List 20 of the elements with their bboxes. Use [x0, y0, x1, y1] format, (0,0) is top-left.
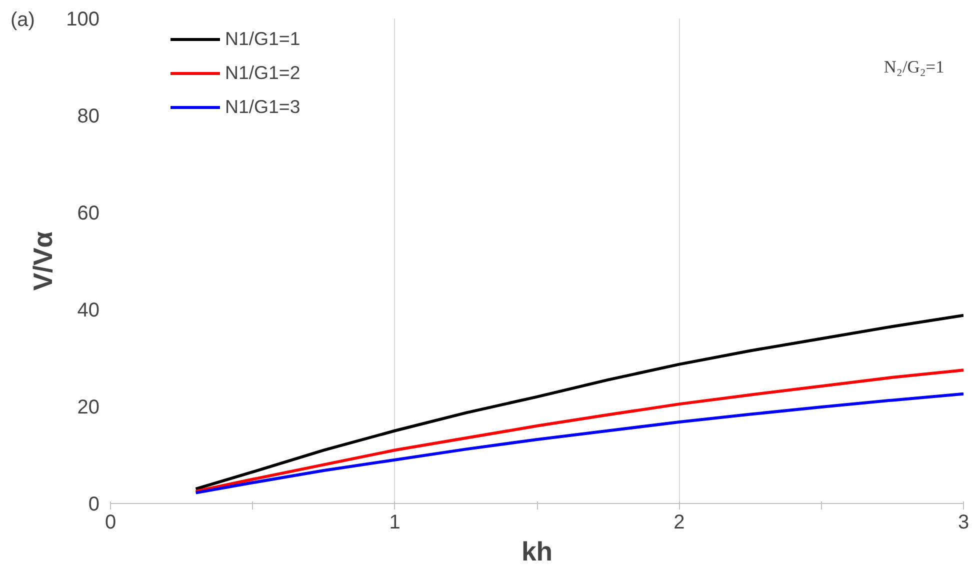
x-tick-label: 1 [389, 512, 400, 534]
line-series [194, 314, 964, 490]
y-axis-title: V/Vα [28, 230, 58, 291]
legend-label: N1/G1=3 [225, 96, 300, 118]
legend-label: N1/G1=1 [225, 28, 300, 50]
line-series [194, 392, 964, 494]
y-tick-label: 100 [66, 8, 100, 30]
x-tick-label: 2 [674, 512, 685, 534]
legend-label: N1/G1=2 [225, 62, 300, 84]
y-tick-label: 80 [77, 106, 100, 128]
text: (a) [10, 9, 35, 31]
y-tick-label: 40 [77, 300, 100, 322]
y-tick-label: 0 [88, 494, 100, 516]
annotation: N₂/G₂=1 [884, 58, 944, 77]
x-tick-label: 0 [104, 512, 116, 534]
x-axis-title: kh [521, 536, 553, 566]
y-tick-label: 20 [77, 396, 100, 418]
x-tick-label: 3 [958, 512, 970, 534]
line-series [194, 368, 964, 493]
y-tick-label: 60 [77, 202, 100, 224]
